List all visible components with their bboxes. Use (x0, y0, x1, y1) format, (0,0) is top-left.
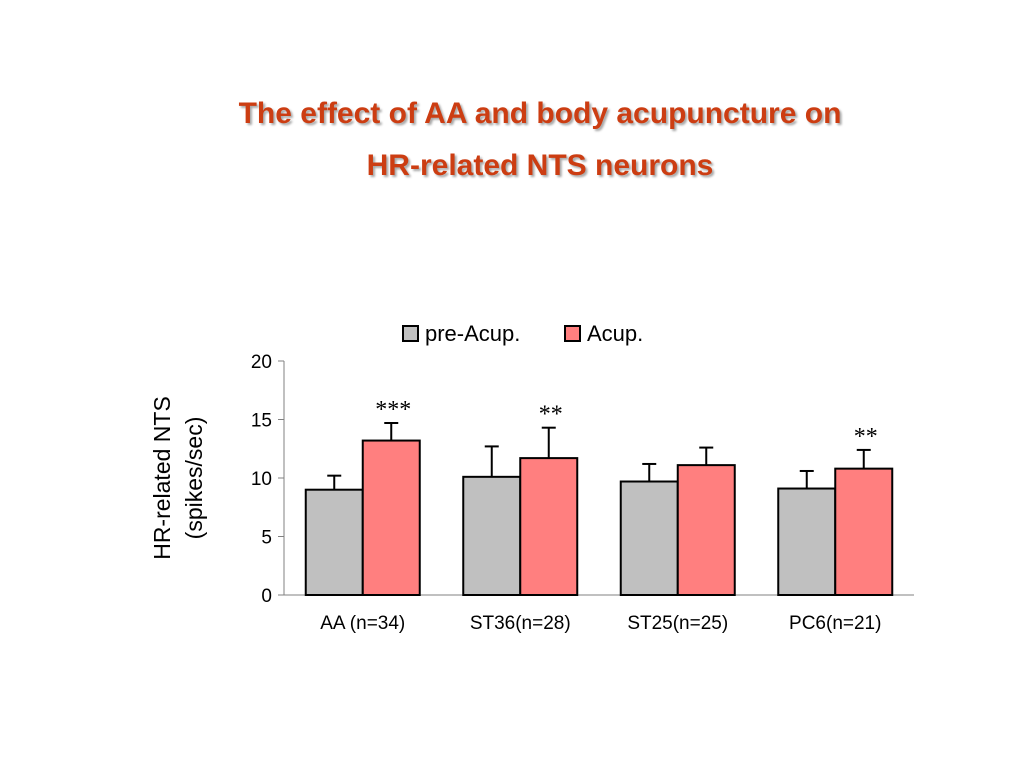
bar-acup (519, 457, 579, 596)
y-axis: 0 5 10 15 20 HR-related NTS (spikes/sec) (149, 352, 285, 607)
bar-acup (676, 464, 736, 596)
y-axis-title-line: HR-related NTS (149, 396, 175, 560)
legend-label: pre-Acup. (425, 321, 520, 346)
bar-pre-acup (304, 488, 364, 597)
legend: pre-Acup. Acup. (402, 321, 643, 346)
y-tick-label: 10 (251, 469, 272, 490)
x-category-label: AA (n=34) (320, 613, 405, 634)
significance-marker: *** (375, 397, 411, 423)
y-tick-label: 15 (251, 411, 272, 432)
bar-acup (361, 439, 421, 596)
x-category-label: ST36(n=28) (470, 613, 571, 634)
bars: *** **** (304, 397, 894, 597)
y-tick-label: 0 (261, 586, 272, 607)
y-axis-title-line: (spikes/sec) (181, 417, 207, 540)
chart-title-line-2: HR-related NTS neurons (366, 149, 714, 182)
x-category-label: ST25(n=25) (627, 613, 728, 634)
chart-title-line-1: The effect of AA and body acupuncture on (238, 97, 842, 130)
x-axis: AA (n=34) ST36(n=28) ST25(n=25) PC6(n=21) (284, 594, 914, 634)
legend-label: Acup. (587, 321, 643, 346)
bar-acup (834, 467, 894, 597)
significance-marker: ** (539, 402, 563, 428)
y-tick-label: 5 (261, 528, 272, 549)
bar-pre-acup (619, 480, 679, 597)
bar-pre-acup (777, 487, 837, 596)
bar-pre-acup (462, 475, 522, 596)
legend-swatch (402, 325, 419, 342)
y-tick-label: 20 (251, 352, 272, 373)
y-axis-title: HR-related NTS (spikes/sec) (149, 396, 207, 560)
x-category-label: PC6(n=21) (789, 613, 881, 634)
legend-swatch (564, 325, 581, 342)
significance-marker: ** (854, 424, 878, 450)
